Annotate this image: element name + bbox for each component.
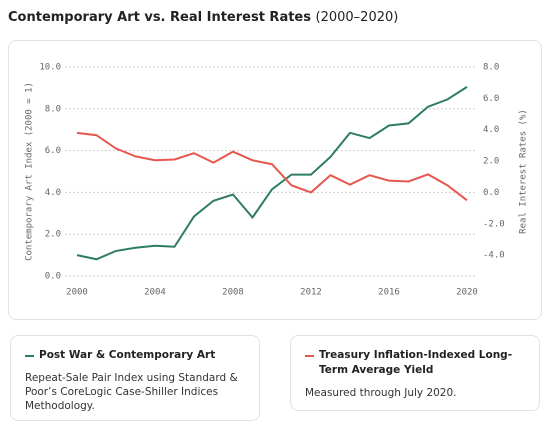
y-tick-label: 4.0 [45,188,61,198]
chart-card: 0.0 2.0 4.0 6.0 8.0 10.0 -4.0 -2.0 0.0 2.0 4.0 6.0 8… [8,40,542,320]
chart: 0.0 2.0 4.0 6.0 8.0 10.0 -4.0 -2.0 0.0 2.0 4.0 6.0 8… [25,63,529,298]
legend-card: Treasury Inflation-Indexed Long-Term Ave… [290,335,540,411]
legend-description: Repeat-Sale Pair Index using Standard & … [25,372,238,412]
series-line [76,131,468,202]
y2-axis-label: Real Interest Rates (%) [519,109,529,234]
series-line [76,86,468,261]
legend-entry: Treasury Inflation-Indexed Long-Term Ave… [305,348,525,378]
legend-label: Treasury Inflation-Indexed Long-Term Ave… [319,349,513,376]
y-tick-label: 2.0 [45,230,61,240]
legend-card: Post War & Contemporary Art Repeat-Sale … [10,335,260,421]
x-tick-label: 2012 [300,288,322,298]
legend-description: Measured through July 2020. [305,387,457,399]
y2-tick-label: 6.0 [483,94,499,104]
y2-tick-label: -2.0 [483,219,505,229]
legend-swatch [305,355,314,357]
x-tick-label: 2020 [456,288,478,298]
x-tick-label: 2004 [144,288,166,298]
y2-tick-label: 0.0 [483,188,499,198]
legend-label: Post War & Contemporary Art [39,349,216,361]
x-tick-label: 2000 [66,288,88,298]
legend-swatch [25,355,34,357]
y-tick-label: 10.0 [39,63,61,73]
title-row: Contemporary Art vs. Real Interest Rates… [8,10,398,25]
chart-subtitle: (2000–2020) [315,10,399,25]
chart-title: Contemporary Art vs. Real Interest Rates [8,10,311,25]
x-tick-label: 2008 [222,288,244,298]
y2-tick-label: -4.0 [483,251,505,261]
y2-tick-label: 4.0 [483,125,499,135]
y-tick-label: 6.0 [45,146,61,156]
legend-entry: Post War & Contemporary Art [25,348,245,363]
y2-tick-label: 8.0 [483,63,499,73]
y-tick-label: 8.0 [45,104,61,114]
y-axis-label: Contemporary Art Index (2000 = 1) [25,82,35,261]
y2-tick-label: 2.0 [483,157,499,167]
x-tick-label: 2016 [378,288,400,298]
y-tick-label: 0.0 [45,272,61,282]
